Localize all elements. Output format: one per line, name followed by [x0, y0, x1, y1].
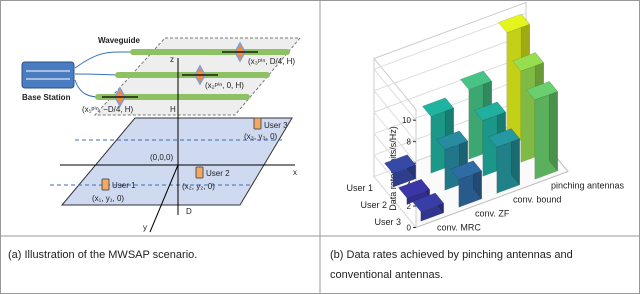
grid-line — [373, 34, 527, 142]
label: (x₂ᵖⁱⁿ, 0, H) — [205, 81, 244, 90]
label: (x₃ᵖⁱⁿ, D/4, H) — [248, 57, 295, 66]
bar — [411, 192, 445, 222]
user-icon — [195, 166, 204, 179]
bar-top — [449, 160, 483, 180]
label: (0,0,0) — [150, 153, 173, 162]
label: (x₂, y₂, 0) — [182, 182, 215, 191]
bar-top — [383, 154, 417, 174]
diagram: Waveguide Base Station (x₃ᵖⁱⁿ, D/4, H) (… — [21, 36, 302, 233]
label: (x₁ᵖⁱⁿ, −D/4, H) — [82, 105, 134, 114]
label: (x₁, y₁, 0) — [92, 194, 124, 203]
bar — [487, 127, 521, 194]
label: D — [186, 207, 192, 216]
label: User 3 — [264, 121, 288, 130]
bar-top — [397, 178, 431, 199]
bar-side — [548, 80, 558, 172]
grid-line — [373, 12, 527, 121]
z-tick-label: 8 — [407, 138, 412, 147]
bar — [383, 154, 417, 188]
bar-top — [525, 81, 559, 101]
z-tick-label: 10 — [402, 116, 411, 125]
caption: (a) Illustration of the MWSAP scenario. — [8, 249, 198, 261]
category-label: conv. bound — [513, 195, 561, 205]
bar — [449, 160, 483, 208]
bar-top — [435, 130, 469, 150]
bar-top — [473, 101, 507, 121]
label: x — [293, 168, 297, 177]
user-icon — [253, 117, 262, 130]
user-icon — [101, 178, 110, 191]
label: User 2 — [206, 169, 230, 178]
label: (x₃, y₃, 0) — [244, 132, 278, 141]
bar — [525, 80, 559, 180]
bar-top — [497, 13, 531, 33]
label: y — [143, 223, 147, 232]
label: H — [170, 105, 176, 114]
arrows — [102, 51, 258, 98]
waveguide — [130, 49, 290, 55]
bar — [397, 178, 431, 205]
label: Waveguide — [98, 36, 140, 45]
user-label: User 3 — [374, 217, 401, 227]
label: Base Station — [22, 93, 71, 102]
base-station — [21, 61, 75, 89]
category-label: conv. ZF — [475, 209, 510, 219]
bar-chart-3d: 0246810Data rates (bits/s/Hz)User 1User … — [346, 1, 625, 233]
bar-top — [459, 70, 493, 90]
bar-top — [411, 192, 445, 212]
bar-top — [421, 97, 455, 117]
user-label: User 2 — [360, 200, 387, 210]
y-axis — [149, 164, 179, 233]
bar-top — [511, 52, 545, 72]
waveguide — [95, 94, 250, 100]
z-tick-label: 0 — [407, 224, 412, 233]
category-label: conv. MRC — [437, 223, 481, 233]
z-tick-label: 2 — [407, 202, 412, 211]
caption: (b) Data rates achieved by pinching ante… — [330, 249, 573, 281]
user-label: User 1 — [346, 183, 373, 193]
category-label: pinching antennas — [551, 181, 625, 191]
bar-top — [487, 128, 521, 148]
label: User 1 — [112, 181, 136, 190]
label: z — [170, 55, 174, 64]
